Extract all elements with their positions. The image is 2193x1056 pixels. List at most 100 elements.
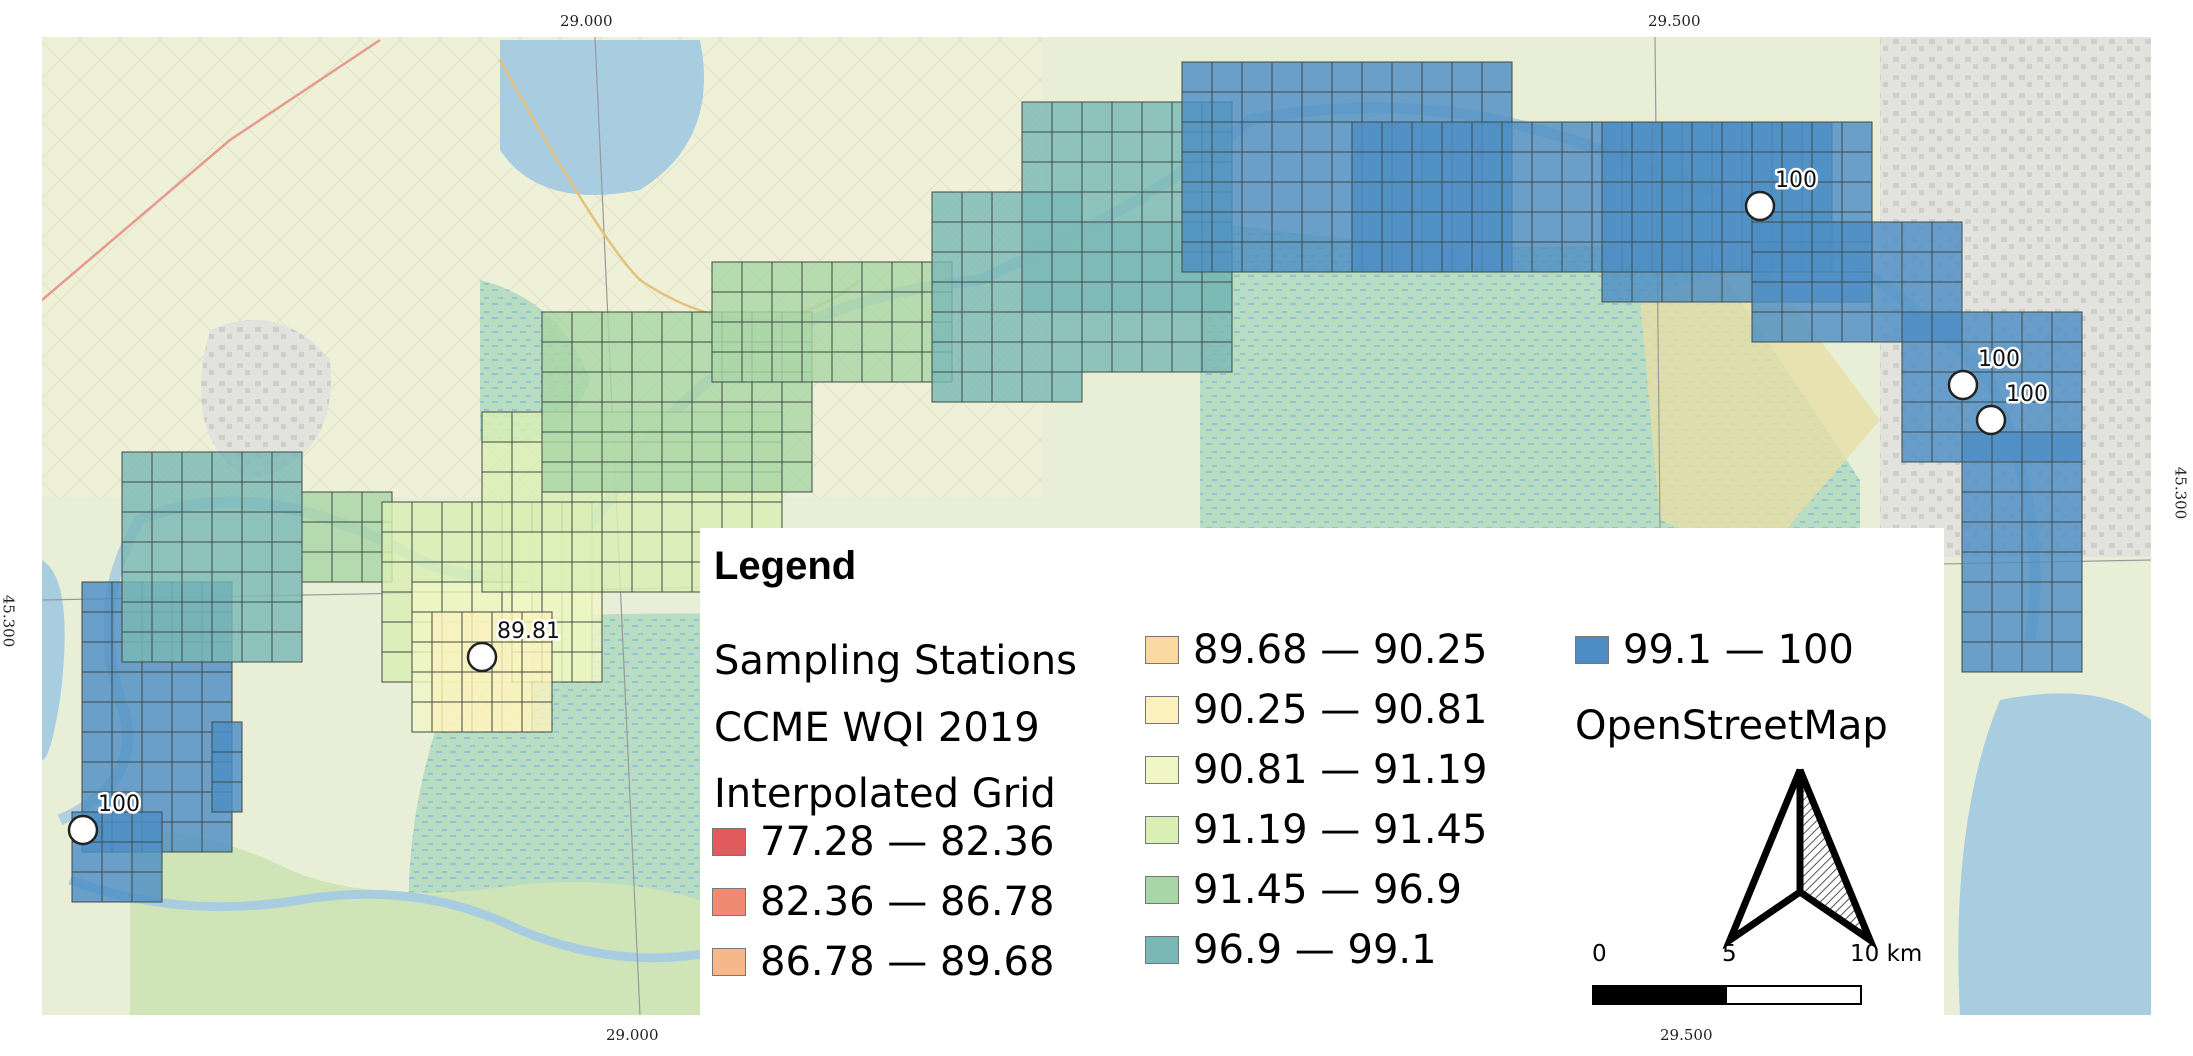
grid-cell: [1051, 371, 1083, 403]
sampling-station-label: 100: [1775, 168, 1817, 193]
grid-cell: [1141, 251, 1173, 283]
grid-cell: [1211, 91, 1243, 123]
grid-cell: [1811, 281, 1843, 313]
grid-cell: [1111, 131, 1143, 163]
grid-cell: [1631, 211, 1663, 243]
grid-cell: [481, 411, 513, 443]
river-branch: [68, 875, 762, 963]
road: [42, 38, 381, 301]
grid-cell: [1021, 281, 1053, 313]
grid-cell: [541, 311, 573, 343]
grid-cell: [2021, 311, 2053, 343]
grid-cell: [1961, 521, 1993, 553]
grid-cell: [1471, 211, 1503, 243]
grid-cell: [181, 481, 213, 513]
grid-cell: [181, 601, 213, 633]
grid-cell: [111, 671, 143, 703]
grid-cell: [831, 291, 863, 323]
graticule-left: 45.300: [0, 594, 18, 648]
legend-class-item: 90.25 — 90.81: [1145, 687, 1487, 733]
grid-cell: [121, 481, 153, 513]
legend-class-label: 82.36 — 86.78: [760, 879, 1055, 925]
legend-swatch: [1145, 816, 1179, 844]
grid-cell: [241, 511, 273, 543]
grid-cell: [991, 341, 1023, 373]
grid-cell: [961, 281, 993, 313]
grid-cell: [631, 371, 663, 403]
grid-cell: [301, 491, 333, 523]
grid-cell: [1381, 151, 1413, 183]
grid-cell: [81, 611, 113, 643]
grid-cell: [661, 311, 693, 343]
grid-cell: [2051, 371, 2083, 403]
grid-cell: [1411, 121, 1443, 153]
grid-cell: [1811, 251, 1843, 283]
grid-cell: [1961, 431, 1993, 463]
grid-cell: [1601, 181, 1633, 213]
grid-cell: [521, 641, 553, 673]
grid-cell: [1181, 241, 1213, 273]
grid-cell: [1631, 181, 1663, 213]
legend-class-item: 82.36 — 86.78: [712, 879, 1055, 925]
grid-cell: [271, 601, 303, 633]
grid-cell: [1441, 151, 1473, 183]
grid-cell: [121, 511, 153, 543]
grid-cell: [1021, 311, 1053, 343]
grid-cell: [141, 731, 173, 763]
grid-cell: [101, 811, 133, 843]
grid-cell: [1501, 181, 1533, 213]
map-canvas[interactable]: 100 89.81 100 100 100: [42, 37, 2151, 1015]
grid-cell: [101, 871, 133, 903]
grid-cell: [481, 471, 513, 503]
grid-cell: [1241, 121, 1273, 153]
grid-cell: [831, 261, 863, 293]
scale-label-mid: 5: [1722, 941, 1737, 967]
grid-cell: [1021, 341, 1053, 373]
grid-cell: [771, 291, 803, 323]
grid-cell: [461, 671, 493, 703]
grid-cell: [431, 701, 463, 733]
grid-cell: [1751, 221, 1783, 253]
grid-cell: [1421, 91, 1453, 123]
sampling-station-marker: [466, 641, 498, 673]
grid-cell: [1141, 101, 1173, 133]
grid-cell: [1271, 61, 1303, 93]
grid-cell: [1901, 401, 1933, 433]
grid-cell: [431, 611, 463, 643]
grid-cell: [991, 311, 1023, 343]
grid-cell: [2051, 461, 2083, 493]
grid-cell: [1841, 151, 1873, 183]
grid-cell: [151, 631, 183, 663]
grid-cell: [1141, 311, 1173, 343]
grid-cell: [571, 311, 603, 343]
grid-cell: [1961, 491, 1993, 523]
grid-cell: [1181, 211, 1213, 243]
grid-cell: [631, 531, 663, 563]
grid-cell: [1301, 181, 1333, 213]
legend-sampling-stations: Sampling Stations: [714, 638, 1077, 684]
grid-cell: [1451, 61, 1483, 93]
grid-cell: [1901, 371, 1933, 403]
grid-cell: [1991, 491, 2023, 523]
grid-cell: [1181, 61, 1213, 93]
grid-cell: [491, 701, 523, 733]
grid-cell: [1631, 241, 1663, 273]
graticule-top-left: 29.000: [560, 12, 613, 30]
sampling-station-marker: [1744, 190, 1776, 222]
graticule-bottom-right: 29.500: [1660, 1026, 1713, 1044]
grid-cell: [1411, 181, 1443, 213]
grid-cell: [1781, 251, 1813, 283]
grid-cell: [661, 561, 693, 593]
grid-cell: [2021, 581, 2053, 613]
legend-swatch: [1575, 636, 1609, 664]
grid-cell: [771, 321, 803, 353]
grid-cell: [1501, 151, 1533, 183]
graticule-bottom-left: 29.000: [606, 1026, 659, 1044]
grid-cell: [831, 321, 863, 353]
grid-cell: [101, 841, 133, 873]
grid-cell: [1661, 181, 1693, 213]
grid-cell: [1201, 281, 1233, 313]
grid-cell: [931, 311, 963, 343]
grid-cell: [1241, 241, 1273, 273]
grid-cell: [121, 571, 153, 603]
